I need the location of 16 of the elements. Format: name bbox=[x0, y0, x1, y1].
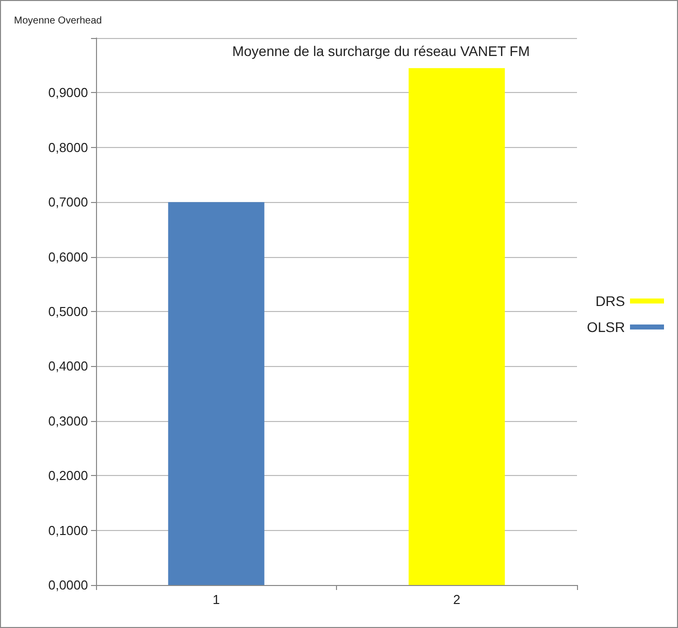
y-tick-label: 0,8000 bbox=[48, 140, 88, 155]
legend-label: DRS bbox=[595, 293, 625, 309]
y-tick-label: 0,5000 bbox=[48, 304, 88, 319]
y-axis-title: Moyenne Overhead bbox=[14, 16, 102, 26]
y-tick-label: 0,7000 bbox=[48, 194, 88, 210]
y-tick-label: 0,0000 bbox=[48, 578, 88, 592]
x-tick-label: 1 bbox=[212, 592, 220, 607]
y-tick-label: 0,3000 bbox=[48, 413, 88, 428]
x-tick-label: 2 bbox=[453, 592, 460, 607]
y-tick-label: 0,9000 bbox=[48, 85, 88, 100]
y-tick-label: 0,2000 bbox=[48, 468, 88, 484]
y-tick-label: 0,6000 bbox=[48, 249, 88, 264]
y-tick-label: 0,1000 bbox=[48, 522, 88, 538]
legend-label: OLSR bbox=[586, 319, 625, 335]
y-tick-label: 0,4000 bbox=[48, 358, 88, 374]
chart-title: Moyenne de la surcharge du réseau VANET FM bbox=[232, 43, 530, 59]
